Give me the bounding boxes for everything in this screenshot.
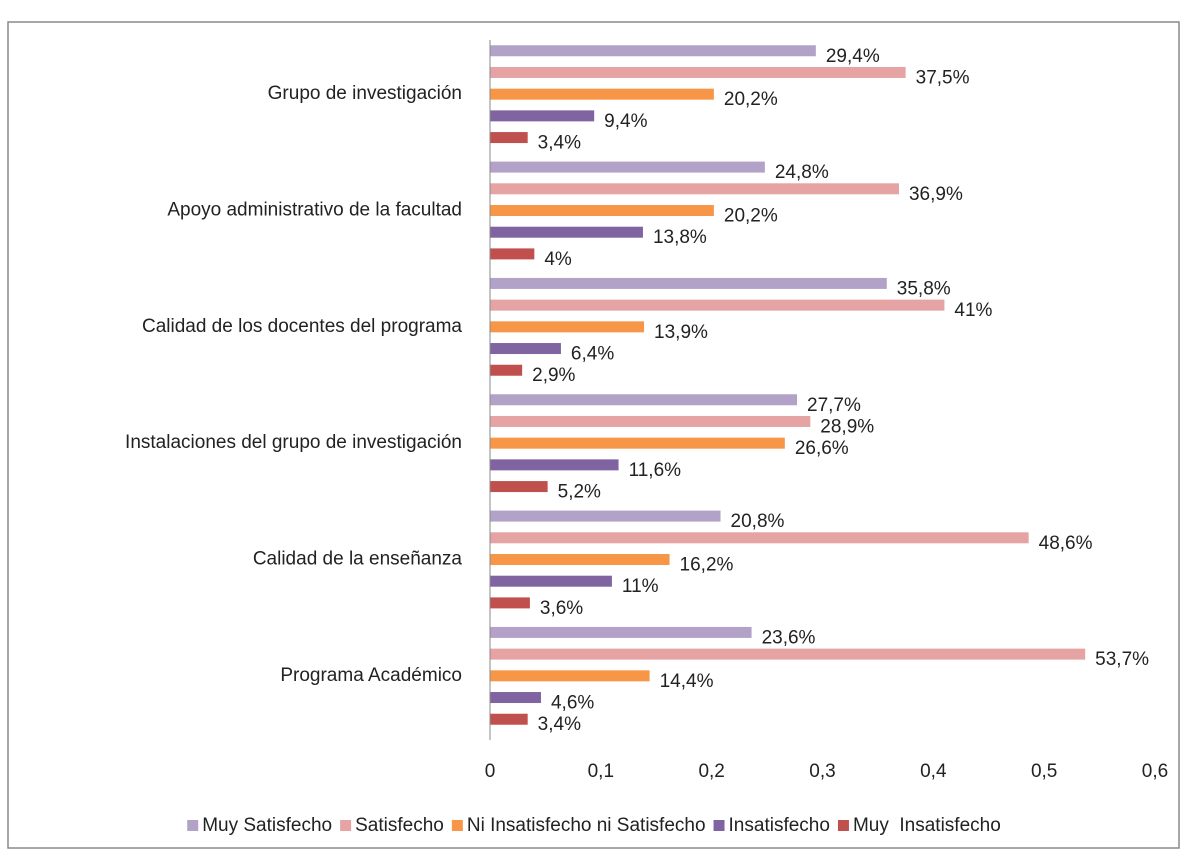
- value-label: 3,6%: [540, 598, 583, 619]
- bar: [490, 415, 811, 427]
- category-label: Instalaciones del grupo de investigación: [125, 432, 462, 453]
- value-label: 20,2%: [724, 89, 778, 110]
- value-label: 27,7%: [807, 395, 861, 416]
- value-label: 14,4%: [660, 671, 714, 692]
- bar: [490, 575, 612, 587]
- value-label: 20,8%: [731, 511, 785, 532]
- bar: [490, 226, 643, 238]
- bar: [490, 110, 595, 122]
- bar: [490, 45, 816, 57]
- bar: [490, 670, 650, 682]
- legend-swatch: [187, 820, 199, 831]
- bar: [490, 692, 541, 704]
- legend-swatch: [837, 820, 849, 831]
- legend-swatch: [340, 820, 352, 831]
- value-label: 26,6%: [795, 438, 849, 459]
- value-label: 13,9%: [654, 322, 708, 343]
- legend-swatch: [451, 820, 463, 831]
- value-label: 11,6%: [629, 460, 682, 481]
- bar: [490, 66, 906, 78]
- bar: [490, 532, 1029, 544]
- value-label: 24,8%: [775, 162, 829, 183]
- bar: [490, 481, 548, 493]
- bar: [490, 626, 752, 638]
- value-label: 23,6%: [762, 627, 816, 648]
- value-label: 5,2%: [558, 482, 601, 503]
- value-label: 36,9%: [909, 184, 963, 205]
- x-tick-label: 0,6: [1142, 761, 1168, 782]
- bar: [490, 364, 523, 376]
- value-label: 53,7%: [1095, 649, 1149, 670]
- category-label: Calidad de los docentes del programa: [142, 316, 462, 337]
- legend-label: Muy Insatisfecho: [853, 815, 1001, 836]
- category-label: Programa Académico: [280, 665, 462, 686]
- bar: [490, 648, 1086, 660]
- bar: [490, 713, 528, 725]
- x-tick-label: 0,4: [920, 761, 947, 782]
- bar: [490, 183, 899, 195]
- bar: [490, 459, 619, 471]
- x-tick-label: 0,3: [809, 761, 835, 782]
- value-label: 4,6%: [551, 693, 594, 714]
- category-label: Apoyo administrativo de la facultad: [167, 200, 462, 221]
- category-label: Grupo de investigación: [268, 83, 462, 104]
- value-label: 35,8%: [897, 278, 951, 299]
- legend-swatch: [713, 820, 725, 831]
- x-tick-label: 0,1: [588, 761, 614, 782]
- value-label: 37,5%: [916, 67, 970, 88]
- value-label: 11%: [622, 576, 659, 597]
- legend-label: Muy Satisfecho: [202, 815, 332, 836]
- bar: [490, 161, 765, 173]
- value-label: 13,8%: [653, 227, 707, 248]
- legend-label: Insatisfecho: [729, 815, 830, 836]
- value-label: 41%: [954, 300, 992, 321]
- bar: [490, 554, 670, 565]
- x-tick-label: 0,2: [698, 761, 724, 782]
- value-label: 29,4%: [826, 46, 880, 67]
- bar: [490, 510, 721, 522]
- value-label: 6,4%: [571, 344, 614, 365]
- value-label: 28,9%: [820, 416, 874, 437]
- legend-label: Satisfecho: [355, 815, 444, 836]
- bar: [490, 277, 887, 289]
- value-label: 4%: [544, 249, 572, 270]
- value-label: 9,4%: [604, 111, 647, 132]
- x-tick-label: 0,5: [1031, 761, 1057, 782]
- bar: [490, 597, 530, 609]
- value-label: 48,6%: [1039, 533, 1093, 554]
- bar: [490, 394, 798, 406]
- bar: [490, 88, 714, 100]
- bar: [490, 321, 645, 333]
- value-label: 3,4%: [538, 714, 581, 735]
- value-label: 2,9%: [532, 365, 575, 386]
- chart-border: [7, 21, 1180, 849]
- value-label: 3,4%: [538, 133, 581, 154]
- bar: [490, 132, 528, 144]
- bar: [490, 299, 945, 311]
- bar: [490, 343, 561, 355]
- value-label: 20,2%: [724, 206, 778, 227]
- category-label: Calidad de la enseñanza: [253, 549, 463, 570]
- bar: [490, 248, 535, 260]
- legend-label: Ni Insatisfecho ni Satisfecho: [467, 815, 706, 836]
- bar: [490, 437, 785, 449]
- value-label: 16,2%: [680, 555, 734, 576]
- x-tick-label: 0: [485, 761, 496, 782]
- bar: [490, 205, 714, 216]
